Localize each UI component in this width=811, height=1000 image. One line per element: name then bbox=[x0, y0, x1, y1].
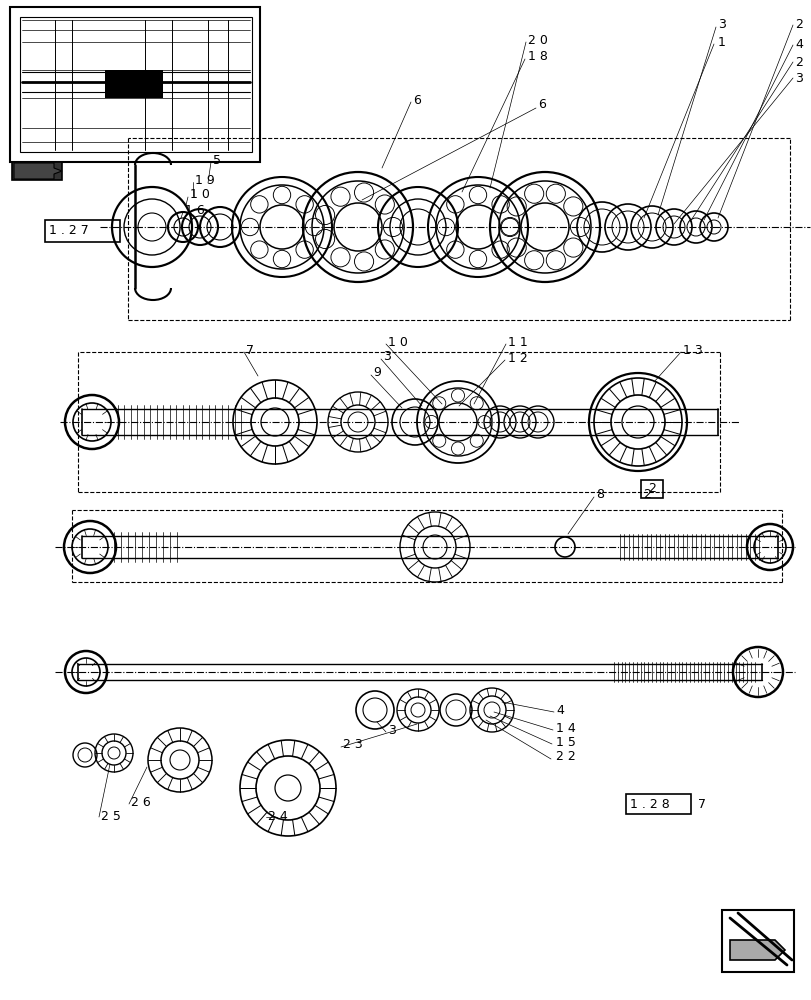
Text: 9: 9 bbox=[372, 366, 380, 379]
Text: 2 4: 2 4 bbox=[268, 810, 287, 824]
Text: 6: 6 bbox=[413, 94, 420, 106]
Text: 1 4: 1 4 bbox=[556, 722, 575, 734]
Text: 3: 3 bbox=[717, 18, 725, 31]
Text: 2 3: 2 3 bbox=[342, 738, 363, 752]
Text: 6: 6 bbox=[538, 99, 545, 111]
Bar bbox=[721, 910, 793, 972]
Text: 2 0: 2 0 bbox=[527, 33, 547, 46]
Bar bbox=[10, 7, 260, 162]
Text: 1 8: 1 8 bbox=[527, 50, 547, 64]
Bar bbox=[105, 70, 163, 98]
Text: 7: 7 bbox=[697, 798, 705, 810]
Text: 1 1: 1 1 bbox=[508, 336, 527, 349]
Text: 2: 2 bbox=[794, 18, 802, 31]
Text: 1 0: 1 0 bbox=[190, 188, 209, 202]
Text: 2: 2 bbox=[647, 483, 655, 495]
Text: 4: 4 bbox=[794, 38, 802, 51]
Text: 1 5: 1 5 bbox=[556, 736, 575, 748]
Text: 1: 1 bbox=[717, 35, 725, 48]
Text: 1 9: 1 9 bbox=[195, 174, 214, 186]
Text: 1 . 2 7: 1 . 2 7 bbox=[49, 225, 88, 237]
Text: 2: 2 bbox=[794, 55, 802, 68]
Text: 3: 3 bbox=[794, 72, 802, 85]
Bar bbox=[12, 162, 62, 180]
Polygon shape bbox=[729, 940, 784, 960]
Text: 2: 2 bbox=[642, 488, 650, 502]
Text: 1 6: 1 6 bbox=[185, 204, 204, 217]
Bar bbox=[625, 794, 690, 814]
Text: 1 0: 1 0 bbox=[388, 336, 407, 349]
Text: 2 5: 2 5 bbox=[101, 810, 121, 824]
Text: 3: 3 bbox=[388, 724, 396, 736]
Bar bbox=[640, 480, 663, 498]
Bar bbox=[45, 220, 120, 242]
Text: 1 . 2 8: 1 . 2 8 bbox=[629, 798, 669, 810]
Bar bbox=[20, 17, 251, 152]
Text: 2 6: 2 6 bbox=[131, 796, 151, 808]
Text: 8: 8 bbox=[595, 488, 603, 502]
Text: 4: 4 bbox=[556, 704, 563, 716]
Text: 5: 5 bbox=[212, 153, 221, 166]
Text: 3: 3 bbox=[383, 351, 390, 363]
Text: 1 3: 1 3 bbox=[682, 344, 702, 357]
Polygon shape bbox=[14, 163, 62, 179]
Text: 7: 7 bbox=[246, 344, 254, 357]
Text: 2 2: 2 2 bbox=[556, 750, 575, 764]
Text: 1 2: 1 2 bbox=[508, 352, 527, 364]
